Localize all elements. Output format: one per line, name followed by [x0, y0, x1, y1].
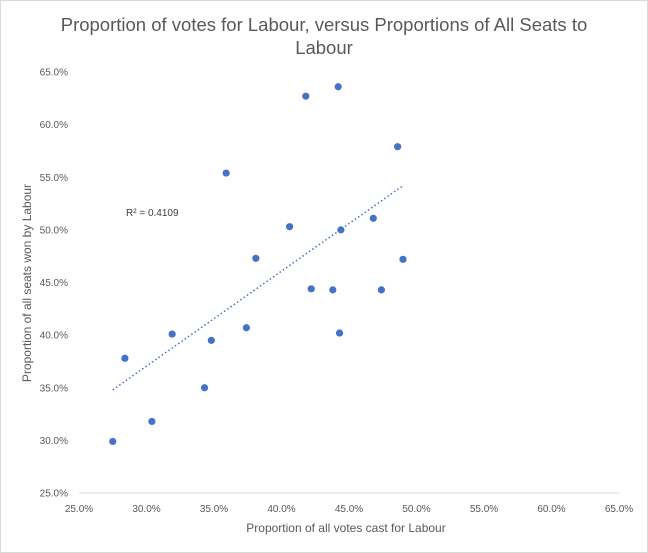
x-tick-label: 60.0% — [537, 504, 565, 515]
data-point — [334, 83, 342, 91]
data-point — [286, 223, 294, 231]
x-tick-label: 35.0% — [200, 504, 228, 515]
data-point — [399, 255, 407, 263]
data-point — [148, 417, 156, 426]
chart-title-line-2: Labour — [295, 37, 353, 58]
y-axis-title: Proportion of all seats won by Labour — [20, 184, 34, 382]
data-point — [207, 336, 215, 344]
data-point — [121, 354, 129, 362]
data-point — [335, 329, 344, 337]
data-point — [200, 384, 209, 392]
x-tick-label: 30.0% — [132, 504, 160, 515]
y-tick-label: 45.0% — [40, 278, 68, 289]
r-squared-label: R² = 0.4109 — [126, 208, 179, 219]
chart-title-line-1: Proportion of votes for Labour, versus P… — [61, 14, 588, 35]
data-point — [222, 169, 230, 177]
y-tick-label: 50.0% — [40, 225, 68, 236]
data-point — [302, 92, 310, 100]
data-point — [369, 214, 377, 222]
x-axis-tick-labels: 25.0% 30.0% 35.0% 40.0% 45.0% 50.0% 55.0% 60.0%… — [65, 504, 633, 515]
data-point — [109, 437, 117, 446]
data-points — [109, 83, 407, 446]
y-axis-tick-labels: 25.0% 30.0% 35.0% 40.0% 45.0% 50.0% 55.0% 60.0%… — [40, 68, 68, 500]
x-tick-label: 65.0% — [605, 504, 633, 515]
data-point — [168, 330, 176, 338]
x-axis-title: Proportion of all votes cast for Labour — [246, 521, 445, 535]
y-tick-label: 35.0% — [40, 383, 68, 394]
x-tick-label: 25.0% — [65, 504, 93, 515]
data-point — [329, 286, 337, 294]
trendline — [112, 185, 404, 391]
x-tick-label: 45.0% — [335, 504, 363, 515]
data-point — [337, 226, 345, 234]
y-tick-label: 60.0% — [40, 120, 68, 131]
x-tick-label: 50.0% — [402, 504, 430, 515]
x-tick-label: 40.0% — [267, 504, 295, 515]
y-tick-label: 65.0% — [40, 68, 68, 79]
y-tick-label: 55.0% — [40, 173, 68, 184]
y-tick-label: 25.0% — [40, 489, 68, 500]
data-point — [394, 143, 402, 151]
data-point — [377, 286, 385, 294]
data-point — [307, 285, 315, 293]
data-point — [242, 324, 250, 332]
y-tick-label: 30.0% — [40, 436, 68, 447]
data-point — [252, 254, 260, 262]
y-tick-label: 40.0% — [40, 331, 68, 342]
x-tick-label: 55.0% — [470, 504, 498, 515]
